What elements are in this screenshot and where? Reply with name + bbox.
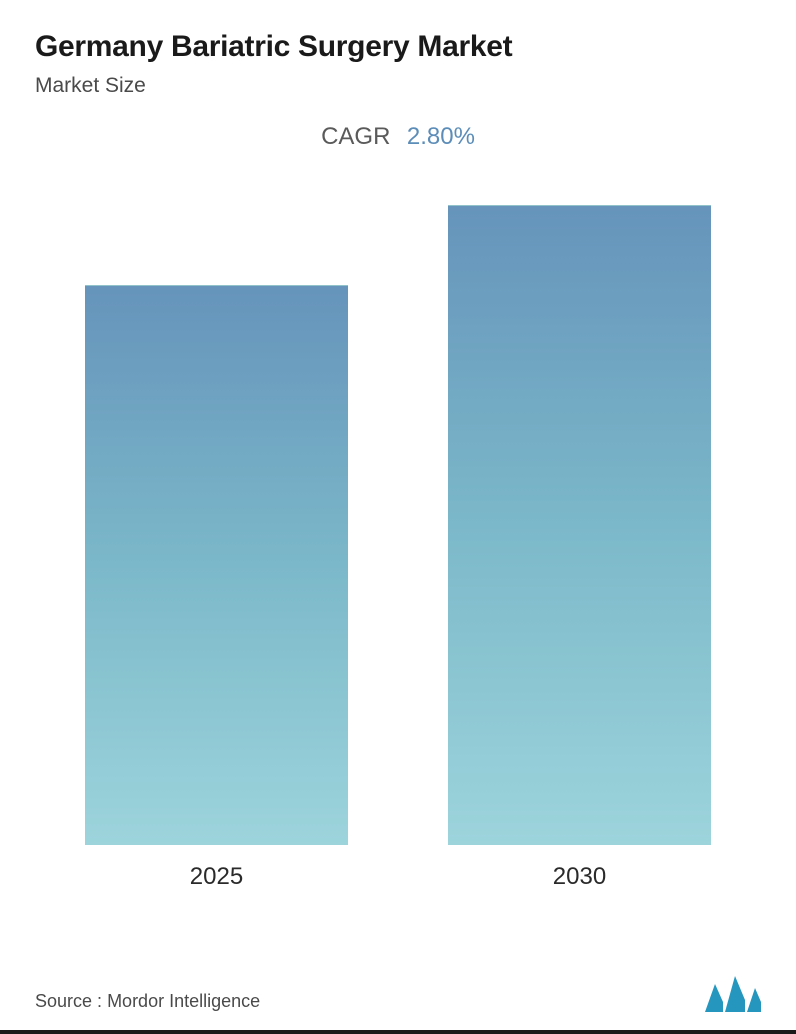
bar-2025	[85, 285, 348, 845]
bar-group-2025: 2025	[85, 285, 348, 891]
logo-svg	[705, 972, 761, 1012]
mordor-logo-icon	[705, 972, 761, 1012]
source-prefix: Source :	[35, 991, 102, 1011]
bar-label-2025: 2025	[190, 863, 243, 891]
bar-chart: 2025 2030	[35, 231, 761, 891]
chart-subtitle: Market Size	[35, 74, 761, 98]
bar-label-2030: 2030	[553, 863, 606, 891]
bar-2030	[448, 205, 711, 845]
footer: Source : Mordor Intelligence	[35, 972, 761, 1012]
bar-group-2030: 2030	[448, 205, 711, 891]
chart-title: Germany Bariatric Surgery Market	[35, 30, 761, 64]
source-name: Mordor Intelligence	[107, 991, 260, 1011]
source-attribution: Source : Mordor Intelligence	[35, 991, 260, 1012]
cagr-label: CAGR	[321, 123, 390, 150]
cagr-row: CAGR 2.80%	[35, 123, 761, 151]
bottom-border	[0, 1030, 796, 1034]
cagr-value: 2.80%	[407, 123, 475, 150]
